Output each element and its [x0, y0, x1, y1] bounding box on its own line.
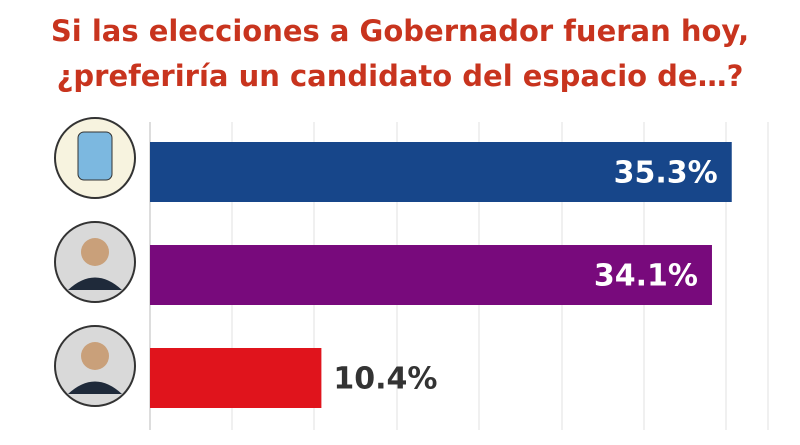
bar — [150, 245, 712, 305]
bar — [150, 142, 732, 202]
value-label: 34.1% — [594, 259, 698, 294]
chart-title: Si las elecciones a Gobernador fueran ho… — [51, 14, 749, 48]
value-label: 35.3% — [614, 156, 718, 191]
value-label: 10.4% — [333, 362, 437, 397]
bar — [150, 348, 322, 408]
chart-title: ¿preferiría un candidato del espacio de…… — [57, 59, 744, 93]
icons — [54, 117, 136, 407]
